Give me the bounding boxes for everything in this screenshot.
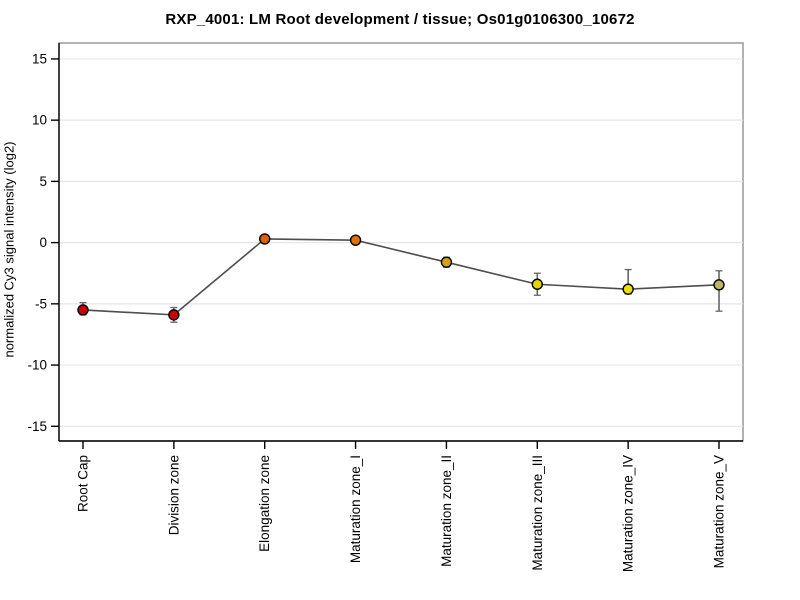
data-point: [349, 234, 362, 246]
data-point: [713, 279, 725, 291]
x-tick-label: Elongation zone: [257, 455, 272, 552]
plot-border: [58, 42, 744, 442]
y-tick-label: -10: [27, 358, 47, 373]
y-tick-label: 15: [32, 51, 47, 66]
series-line: [82, 238, 720, 316]
data-point: [440, 256, 453, 268]
x-tick-label: Maturation zone_V: [712, 455, 727, 568]
y-tick-label: -5: [35, 296, 47, 311]
x-tick-label: Maturation zone_II: [439, 455, 454, 567]
data-point: [77, 304, 89, 316]
data-point: [259, 233, 271, 245]
data-point: [531, 278, 543, 290]
data-point: [622, 283, 634, 295]
y-tick-label: -15: [27, 419, 47, 434]
x-tick-label: Root Cap: [76, 455, 91, 512]
x-tick-label: Maturation zone_IV: [621, 455, 636, 572]
y-tick-label: 0: [39, 235, 47, 250]
x-tick-label: Maturation zone_III: [530, 455, 545, 571]
data-point: [168, 309, 180, 321]
x-tick-label: Maturation zone_I: [348, 455, 363, 563]
y-tick-label: 10: [32, 113, 47, 128]
chart-title: RXP_4001: LM Root development / tissue; …: [165, 11, 635, 28]
x-tick-label: Division zone: [166, 455, 181, 535]
y-tick-label: 5: [39, 174, 47, 189]
